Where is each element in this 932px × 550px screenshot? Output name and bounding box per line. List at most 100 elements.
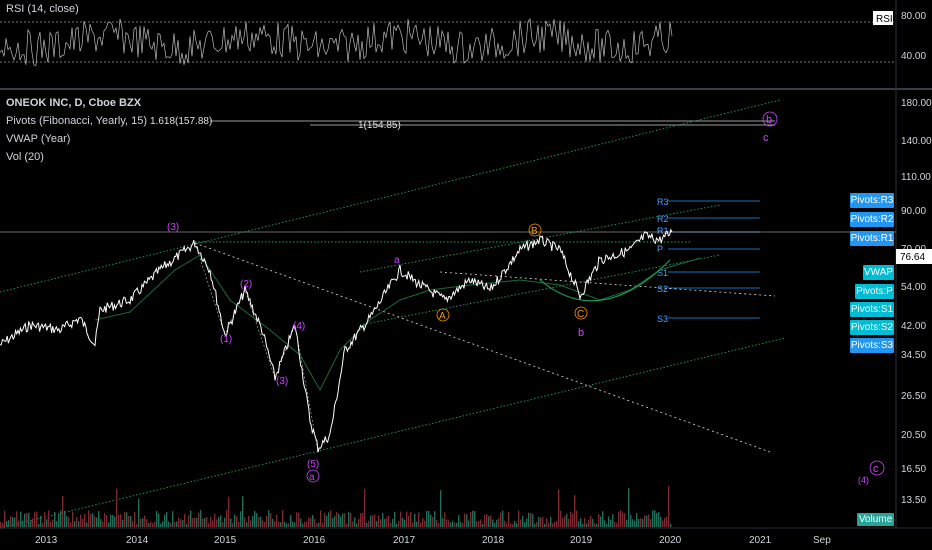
- wave-circle-A: [436, 308, 450, 322]
- volume-bar: [188, 515, 190, 527]
- descending-trendline[interactable]: [194, 242, 771, 453]
- volume-bar: [486, 514, 488, 527]
- wave-label-B: B: [531, 226, 538, 237]
- volume-bar: [418, 512, 420, 527]
- indicator-legend-vwap[interactable]: VWAP (Year): [6, 133, 71, 145]
- volume-bar: [34, 512, 36, 527]
- volume-bar: [480, 519, 482, 527]
- time-axis-label: 2015: [214, 535, 237, 546]
- volume-bar: [194, 517, 196, 527]
- volume-bar: [578, 521, 580, 527]
- volume-bar: [552, 523, 554, 527]
- wave-label-3b: (3): [276, 376, 288, 387]
- time-axis-label: 2018: [482, 535, 505, 546]
- volume-bar: [452, 520, 454, 527]
- volume-bar: [352, 521, 354, 527]
- pivot-tag-r1: Pivots:R1: [850, 231, 894, 246]
- volume-bar: [426, 510, 428, 527]
- volume-bar: [292, 521, 294, 527]
- pivot-tag-s1: Pivots:S1: [850, 302, 894, 317]
- time-axis-label: 2017: [393, 535, 416, 546]
- volume-bar: [466, 514, 468, 527]
- volume-bar: [296, 512, 298, 527]
- price-series[interactable]: [0, 228, 673, 453]
- volume-bar: [508, 512, 510, 527]
- volume-bar: [634, 520, 636, 527]
- volume-bar: [332, 518, 334, 527]
- volume-bar: [356, 523, 358, 527]
- volume-bar: [336, 511, 338, 527]
- neckline-trendline[interactable]: [439, 271, 776, 297]
- volume-bar: [464, 513, 466, 527]
- volume-bar: [304, 521, 306, 527]
- volume-bar: [570, 511, 572, 527]
- volume-bar: [200, 510, 202, 527]
- volume-bar: [620, 510, 622, 527]
- trend-channel-upper[interactable]: [0, 99, 781, 293]
- pivot-label-s1: S1: [657, 268, 668, 278]
- volume-bar: [496, 519, 498, 527]
- volume-bar: [520, 519, 522, 527]
- volume-bar: [668, 486, 670, 527]
- volume-bar: [656, 512, 658, 527]
- volume-bar: [412, 522, 414, 527]
- volume-bar: [66, 516, 68, 527]
- volume-bar: [354, 517, 356, 527]
- volume-bar: [456, 522, 458, 527]
- volume-bar: [460, 521, 462, 527]
- volume-bar: [396, 523, 398, 527]
- volume-bar: [306, 521, 308, 527]
- volume-bar: [172, 511, 174, 527]
- price-axis-label: 16.50: [901, 464, 926, 475]
- rsi-legend[interactable]: RSI (14, close): [6, 3, 79, 15]
- volume-bar: [208, 523, 210, 527]
- volume-bar: [670, 523, 672, 527]
- volume-bar: [302, 523, 304, 527]
- symbol-title[interactable]: ONEOK INC, D, Cboe BZX: [6, 97, 142, 109]
- volume-bar: [664, 517, 666, 527]
- current-price-tag-bg: [896, 249, 932, 264]
- volume-bar: [618, 511, 620, 527]
- volume-bar: [58, 513, 60, 527]
- volume-bar: [196, 517, 198, 527]
- volume-bar: [218, 517, 220, 527]
- volume-bar: [314, 519, 316, 527]
- indicator-legend-vol[interactable]: Vol (20): [6, 151, 44, 163]
- wave-label-2: (2): [240, 279, 252, 290]
- volume-bar: [164, 514, 166, 527]
- volume-bar: [124, 511, 126, 527]
- trend-channel-lower[interactable]: [0, 337, 786, 529]
- volume-bar: [650, 519, 652, 527]
- wave-labels: (3) (1) (2) (3) (4) (5) a a A B C b b c …: [167, 111, 885, 485]
- pivot-tag-r3: Pivots:R3: [850, 193, 894, 208]
- volume-bar: [604, 520, 606, 527]
- volume-bar: [140, 518, 142, 527]
- indicator-legend-pivots[interactable]: Pivots (Fibonacci, Yearly, 15): [6, 115, 148, 127]
- volume-bar: [588, 519, 590, 527]
- volume-bar: [248, 515, 250, 527]
- volume-bar: [500, 512, 502, 527]
- volume-bar: [130, 515, 132, 527]
- volume-bar: [582, 523, 584, 527]
- time-axis[interactable]: 2013 2014 2015 2016 2017 2018 2019 2020 …: [35, 535, 831, 546]
- volume-bar: [294, 522, 296, 527]
- volume-bar: [214, 513, 216, 527]
- volume-bars: [0, 486, 672, 527]
- volume-bar: [600, 516, 602, 527]
- volume-bar: [658, 512, 660, 527]
- pivot-label-r1: R1: [657, 226, 669, 236]
- volume-bar: [384, 518, 386, 527]
- volume-bar: [266, 515, 268, 527]
- pivot-tag-r2: Pivots:R2: [850, 212, 894, 227]
- volume-bar: [648, 514, 650, 527]
- time-axis-label: 2020: [659, 535, 682, 546]
- wave-connector: [194, 242, 319, 453]
- pivot-label-r2: R2: [657, 214, 669, 224]
- volume-bar: [406, 511, 408, 527]
- trend-channel-mid-lower[interactable]: [359, 254, 721, 326]
- volume-bar: [70, 522, 72, 527]
- volume-bar: [350, 512, 352, 527]
- volume-bar: [376, 521, 378, 527]
- volume-bar: [454, 522, 456, 527]
